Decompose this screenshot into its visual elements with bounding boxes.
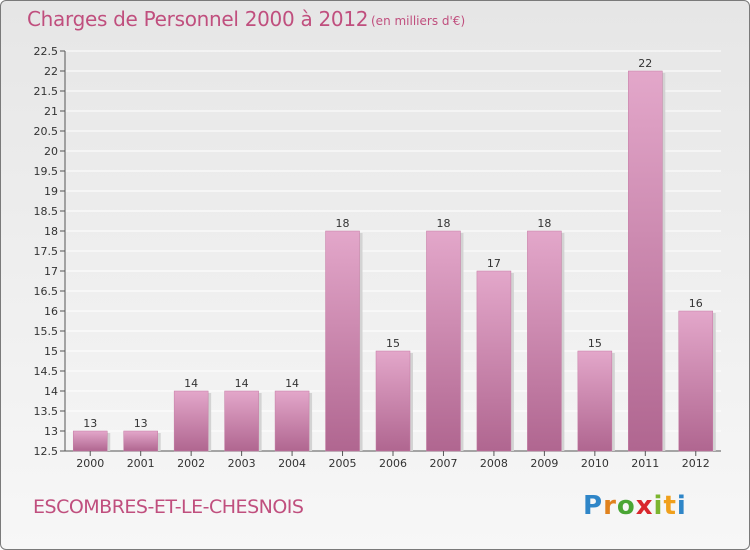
y-tick-label: 21 bbox=[44, 105, 58, 118]
logo-letter: P bbox=[583, 491, 604, 521]
bar-group: 22 bbox=[628, 57, 666, 452]
bar bbox=[476, 270, 512, 452]
x-tick-label: 2012 bbox=[682, 457, 710, 470]
logo-letter: i bbox=[676, 491, 687, 521]
proxiti-logo-text: Proxiti bbox=[583, 491, 687, 521]
bar-value-label: 17 bbox=[487, 257, 501, 270]
bar bbox=[375, 350, 411, 452]
x-tick-label: 2005 bbox=[329, 457, 357, 470]
y-tick-label: 16 bbox=[44, 305, 58, 318]
bar-group: 18 bbox=[527, 217, 565, 452]
bar bbox=[123, 430, 158, 452]
y-tick-label: 14.5 bbox=[34, 365, 59, 378]
bar-value-label: 14 bbox=[184, 377, 198, 390]
bar bbox=[274, 390, 310, 452]
x-tick-label: 2004 bbox=[278, 457, 306, 470]
bar bbox=[224, 390, 259, 452]
bar-value-label: 18 bbox=[436, 217, 450, 230]
x-tick-label: 2003 bbox=[228, 457, 256, 470]
x-tick-label: 2001 bbox=[127, 457, 155, 470]
y-tick-label: 16.5 bbox=[34, 285, 59, 298]
bar bbox=[577, 350, 613, 452]
x-tick-label: 2011 bbox=[631, 457, 659, 470]
commune-name: ESCOMBRES-ET-LE-CHESNOIS bbox=[33, 496, 304, 518]
y-tick-label: 17 bbox=[44, 265, 58, 278]
y-tick-label: 22.5 bbox=[34, 45, 59, 58]
x-tick-label: 2000 bbox=[76, 457, 104, 470]
proxiti-logo[interactable]: Proxiti bbox=[583, 491, 687, 521]
bar-group: 14 bbox=[173, 377, 212, 452]
bar-group: 16 bbox=[678, 297, 716, 452]
y-tick-label: 12.5 bbox=[34, 445, 59, 458]
bar-group: 15 bbox=[375, 337, 413, 452]
x-axis: 2000 2001 2002 2003 2004 2005 2006 2007 2008 2009… bbox=[76, 451, 710, 470]
bar-value-label: 15 bbox=[386, 337, 400, 350]
y-tick-label: 18.5 bbox=[34, 205, 59, 218]
bar bbox=[173, 390, 209, 452]
y-tick-label: 14 bbox=[44, 385, 58, 398]
bar bbox=[72, 430, 108, 452]
chart-title: Charges de Personnel 2000 à 2012 bbox=[27, 7, 369, 31]
bar-group: 15 bbox=[577, 337, 615, 452]
y-tick-label: 19 bbox=[44, 185, 58, 198]
x-tick-label: 2010 bbox=[581, 457, 609, 470]
bar-group: 14 bbox=[224, 377, 262, 452]
y-tick-label: 15.5 bbox=[34, 325, 59, 338]
x-tick-label: 2007 bbox=[429, 457, 457, 470]
y-tick-label: 18 bbox=[44, 225, 58, 238]
bar bbox=[325, 230, 360, 452]
x-tick-label: 2008 bbox=[480, 457, 508, 470]
y-tick-label: 22 bbox=[44, 65, 58, 78]
bar bbox=[426, 230, 461, 452]
bar-value-label: 15 bbox=[588, 337, 602, 350]
bar-group: 18 bbox=[325, 217, 363, 452]
y-tick-label: 17.5 bbox=[34, 245, 59, 258]
bar bbox=[628, 70, 663, 452]
logo-letter: o bbox=[616, 491, 636, 521]
y-tick-label: 13 bbox=[44, 425, 58, 438]
bar-value-label: 14 bbox=[285, 377, 299, 390]
y-tick-label: 20.5 bbox=[34, 125, 59, 138]
x-tick-label: 2006 bbox=[379, 457, 407, 470]
bar-group: 18 bbox=[426, 217, 464, 452]
logo-letter: t bbox=[663, 491, 677, 521]
chart-subtitle: (en milliers d'€) bbox=[371, 14, 466, 28]
bar-value-label: 14 bbox=[235, 377, 249, 390]
x-tick-label: 2009 bbox=[530, 457, 558, 470]
bar-value-label: 16 bbox=[689, 297, 703, 310]
bar-group: 14 bbox=[274, 377, 313, 452]
y-tick-label: 20 bbox=[44, 145, 58, 158]
bar-value-label: 18 bbox=[336, 217, 350, 230]
bar-group: 13 bbox=[72, 417, 111, 452]
bar-value-label: 13 bbox=[134, 417, 148, 430]
x-tick-label: 2002 bbox=[177, 457, 205, 470]
y-tick-label: 13.5 bbox=[34, 405, 59, 418]
bar bbox=[527, 230, 562, 452]
logo-letter: r bbox=[603, 491, 617, 521]
y-tick-label: 21.5 bbox=[34, 85, 59, 98]
bars: 13 13 14 14 14 18 15 18 17 18 15 22 16 bbox=[72, 57, 716, 452]
logo-letter: x bbox=[635, 491, 654, 521]
bar-value-label: 13 bbox=[83, 417, 97, 430]
logo-letter: i bbox=[653, 491, 664, 521]
bar bbox=[678, 310, 714, 452]
y-tick-label: 15 bbox=[44, 345, 58, 358]
bar-value-label: 18 bbox=[537, 217, 551, 230]
y-tick-label: 19.5 bbox=[34, 165, 59, 178]
bar-group: 13 bbox=[123, 417, 161, 452]
bar-group: 17 bbox=[476, 257, 514, 452]
bar-value-label: 22 bbox=[638, 57, 652, 70]
